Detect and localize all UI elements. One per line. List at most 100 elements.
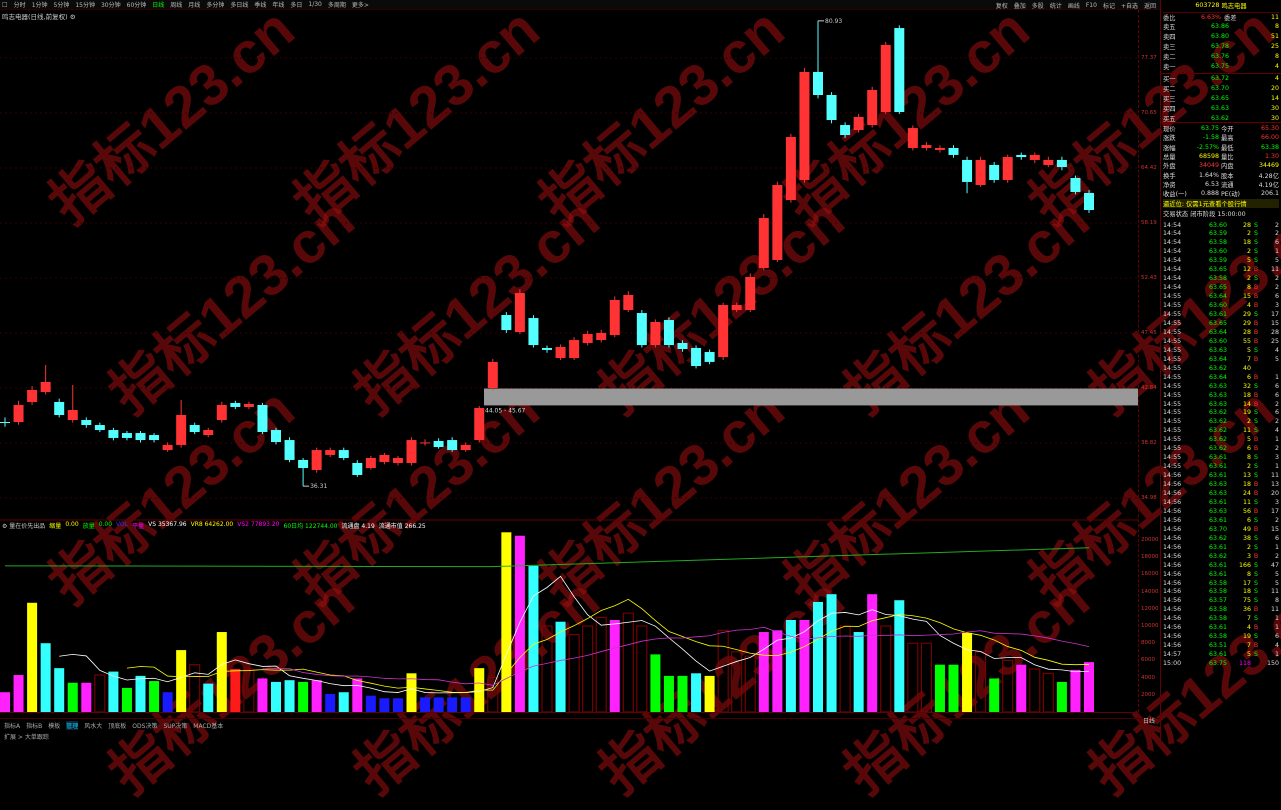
volume-bar[interactable]: [447, 697, 458, 712]
candle[interactable]: [135, 430, 146, 443]
volume-bar[interactable]: [0, 692, 10, 712]
candle[interactable]: [420, 439, 431, 446]
candle[interactable]: [894, 25, 905, 114]
volume-bar[interactable]: [189, 664, 201, 713]
volume-bar[interactable]: [555, 621, 566, 712]
candle[interactable]: [203, 427, 214, 438]
candle[interactable]: [487, 359, 498, 391]
tool-button[interactable]: 复权: [995, 2, 1008, 10]
volume-bar[interactable]: [744, 655, 756, 713]
candle[interactable]: [785, 133, 796, 203]
candle[interactable]: [663, 317, 674, 348]
candle[interactable]: [311, 447, 322, 473]
period-tab[interactable]: □: [2, 1, 8, 8]
candle[interactable]: [447, 437, 458, 452]
indicator-tab[interactable]: MACD基本: [193, 723, 224, 730]
tool-button[interactable]: +自选: [1120, 2, 1138, 10]
period-tab[interactable]: 日线: [152, 2, 165, 9]
candle[interactable]: [880, 42, 891, 114]
tool-button[interactable]: 画线: [1067, 2, 1080, 10]
volume-bar[interactable]: [338, 692, 349, 712]
candle[interactable]: [718, 302, 729, 361]
candle[interactable]: [799, 68, 810, 183]
volume-bar[interactable]: [271, 681, 281, 712]
candle[interactable]: [623, 291, 634, 313]
volume-bar[interactable]: [975, 651, 987, 713]
candle[interactable]: [948, 145, 959, 158]
volume-bar[interactable]: [528, 565, 539, 712]
candle[interactable]: [1002, 154, 1013, 183]
period-tab[interactable]: 季线: [254, 2, 267, 9]
candle[interactable]: [162, 442, 173, 452]
candle[interactable]: [243, 401, 254, 410]
tool-button[interactable]: 叠加: [1013, 2, 1026, 10]
candle[interactable]: [149, 433, 160, 443]
candle[interactable]: [94, 422, 105, 433]
candle[interactable]: [298, 458, 309, 487]
indicator-tab[interactable]: 指标A: [4, 723, 21, 730]
candle[interactable]: [609, 296, 620, 338]
candle[interactable]: [731, 302, 742, 313]
volume-bar[interactable]: [1070, 669, 1081, 712]
volume-bar[interactable]: [650, 654, 661, 712]
stock-header[interactable]: 603728 鸣志电器: [1163, 1, 1279, 10]
indicator-tab[interactable]: 指标B: [26, 723, 43, 730]
candle[interactable]: [230, 400, 241, 410]
candle[interactable]: [813, 20, 823, 99]
volume-bar[interactable]: [149, 681, 160, 712]
candle[interactable]: [365, 455, 376, 470]
volume-bar[interactable]: [433, 697, 444, 712]
candle[interactable]: [555, 344, 566, 361]
candle[interactable]: [460, 442, 471, 452]
period-tab[interactable]: 5分钟: [53, 2, 70, 9]
volume-bar[interactable]: [568, 634, 580, 713]
volume-bar[interactable]: [853, 632, 864, 712]
candle[interactable]: [636, 310, 647, 348]
candle[interactable]: [474, 405, 485, 443]
candle[interactable]: [189, 422, 200, 435]
volume-bar[interactable]: [203, 683, 214, 712]
candle[interactable]: [257, 402, 268, 435]
volume-bar[interactable]: [54, 668, 65, 712]
candle[interactable]: [176, 400, 187, 448]
candle[interactable]: [0, 417, 10, 427]
volume-bar[interactable]: [67, 682, 78, 712]
volume-bar[interactable]: [13, 675, 24, 712]
candle[interactable]: [352, 460, 363, 477]
ask-row[interactable]: 卖三 63.78 25: [1163, 42, 1279, 51]
candle[interactable]: [325, 447, 336, 458]
volume-bar[interactable]: [677, 675, 688, 712]
candle[interactable]: [962, 156, 973, 194]
candle[interactable]: [1029, 152, 1040, 163]
volume-bar[interactable]: [135, 675, 146, 712]
tool-button[interactable]: 返回: [1143, 2, 1156, 10]
period-tab[interactable]: 15分钟: [75, 2, 95, 9]
volume-bar[interactable]: [352, 678, 363, 712]
volume-chart[interactable]: [0, 0, 1138, 718]
candle[interactable]: [501, 312, 512, 333]
volume-bar[interactable]: [691, 673, 702, 712]
candle[interactable]: [840, 122, 851, 138]
volume-bar[interactable]: [487, 677, 499, 713]
volume-bar[interactable]: [40, 643, 51, 712]
tool-button[interactable]: F10: [1085, 1, 1097, 9]
candle[interactable]: [677, 340, 688, 352]
candle[interactable]: [67, 384, 78, 423]
ask-row[interactable]: 卖四 63.80 51: [1163, 32, 1279, 41]
volume-bar[interactable]: [772, 630, 783, 712]
volume-bar[interactable]: [311, 680, 322, 712]
volume-bar[interactable]: [541, 625, 553, 713]
candle[interactable]: [433, 438, 444, 449]
candle[interactable]: [704, 349, 715, 365]
volume-bar[interactable]: [731, 651, 743, 713]
candle[interactable]: [989, 161, 1000, 183]
volume-bar[interactable]: [799, 619, 810, 712]
candle[interactable]: [826, 92, 837, 124]
indicator-tab[interactable]: 管理: [66, 721, 79, 730]
candle[interactable]: [745, 273, 756, 313]
volume-bar[interactable]: [826, 594, 837, 712]
volume-bar[interactable]: [1084, 662, 1094, 712]
volume-bar[interactable]: [1016, 664, 1027, 712]
volume-bar[interactable]: [704, 675, 715, 712]
period-tab[interactable]: 月线: [188, 2, 201, 9]
